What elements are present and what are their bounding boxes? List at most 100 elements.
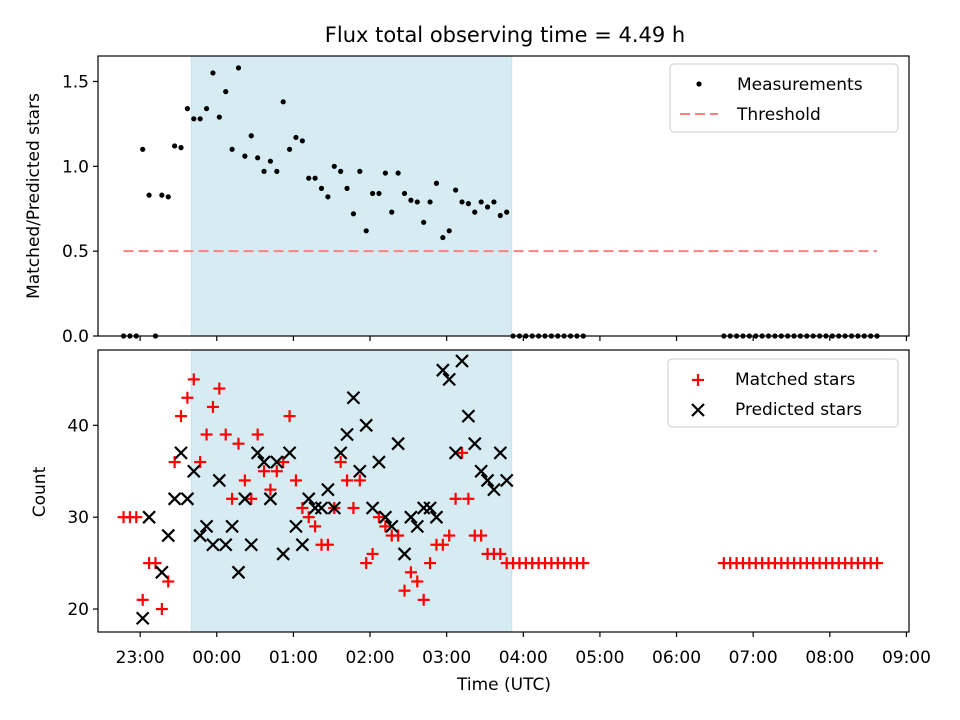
predicted-star-point: [404, 510, 418, 524]
measurement-point: [191, 116, 197, 122]
bottom-panel: 20 30 40 23:00 00:00 01:00 02:00 03:00 04:00 05:…: [30, 349, 931, 695]
measurement-point: [178, 145, 184, 151]
predicted-star-point: [397, 547, 412, 561]
top-y-axis-label: Matched/Predicted stars: [24, 93, 44, 299]
bottom-x-axis-label: Time (UTC): [456, 675, 551, 695]
predicted-star-point: [410, 519, 425, 534]
predicted-star-point: [161, 528, 176, 543]
measurement-point: [280, 99, 286, 105]
top-y-ticks: 0.0 0.5 1.0 1.5: [62, 72, 98, 347]
measurement-point: [140, 146, 146, 152]
matched-star-point: [309, 520, 322, 533]
top-panel: Flux total observing time = 4.49 h 0.00.…: [24, 23, 910, 347]
measurement-point: [401, 190, 408, 197]
matched-star-point: [181, 391, 194, 404]
predicted-star-point: [206, 537, 220, 552]
measurement-point: [382, 170, 388, 176]
measurement-point: [427, 199, 433, 205]
measurement-point: [165, 194, 171, 200]
predicted-star-point: [270, 455, 284, 469]
predicted-star-point: [257, 455, 271, 469]
measurement-point: [312, 175, 318, 181]
predicted-star-point: [142, 510, 156, 524]
matched-star-point: [462, 492, 475, 505]
top-chart-title: Flux total observing time = 4.49 h: [325, 23, 685, 47]
bottom-x-ticks: 23:00 00:00 01:00 02:00 03:00 04:00 05:00 06:00…: [116, 632, 931, 668]
measurement-point: [197, 116, 203, 122]
y-tick-label: 40: [67, 416, 89, 436]
predicted-star-point: [340, 427, 354, 442]
predicted-star-point: [384, 519, 399, 534]
measurement-point: [146, 192, 152, 198]
observing-window-shade-top: [190, 55, 513, 337]
matched-star-point: [283, 410, 296, 423]
predicted-star-point: [167, 492, 182, 506]
x-tick-label: 00:00: [192, 648, 241, 668]
matched-star-point: [136, 593, 149, 606]
matched-star-point: [398, 584, 411, 597]
matched-star-point: [226, 492, 239, 505]
measurement-point: [210, 70, 216, 76]
legend-matched-marker: [692, 374, 704, 386]
legend-predicted-label: Predicted stars: [735, 400, 862, 420]
measurement-point: [491, 199, 497, 205]
predicted-star-point: [455, 354, 469, 368]
top-legend-box: [669, 63, 899, 133]
matched-star-point: [436, 538, 449, 551]
predicted-star-point: [359, 418, 373, 433]
matched-star-point: [206, 400, 219, 413]
predicted-star-point: [263, 492, 278, 506]
predicted-star-point: [193, 528, 207, 543]
predicted-star-point: [250, 446, 265, 460]
measurement-point: [440, 234, 446, 241]
measurement-point: [216, 114, 222, 120]
predicted-star-point: [212, 473, 227, 488]
legend-predicted-marker: [691, 403, 705, 417]
measurement-point: [484, 204, 491, 210]
measurement-point: [369, 190, 376, 197]
y-tick-label: 30: [67, 508, 89, 528]
matched-star-point: [417, 593, 430, 606]
top-axes-frame: [97, 55, 910, 337]
measurement-point: [286, 146, 293, 152]
matched-star-point: [475, 529, 488, 542]
predicted-star-point: [467, 436, 482, 451]
matched-star-point: [264, 483, 277, 496]
matched-star-point: [289, 474, 302, 487]
top-x-ticks: [139, 336, 908, 341]
predicted-star-point: [225, 519, 239, 534]
predicted-star-point: [346, 390, 361, 405]
predicted-star-point: [327, 501, 342, 515]
x-tick-label: 06:00: [652, 648, 701, 668]
predicted-stars-points: [135, 354, 514, 625]
predicted-star-point: [480, 473, 495, 488]
predicted-star-point: [378, 510, 393, 524]
predicted-star-point: [372, 455, 386, 469]
predicted-star-point: [474, 464, 488, 479]
measurement-point: [203, 106, 210, 112]
predicted-star-point: [321, 482, 335, 497]
measurement-point: [223, 89, 229, 95]
measurement-point: [414, 199, 420, 205]
predicted-star-point: [416, 501, 431, 515]
bottom-axes-frame: [97, 349, 910, 633]
measurement-point: [344, 185, 350, 191]
x-tick-label: 02:00: [346, 648, 395, 668]
matched-star-point: [200, 428, 213, 441]
predicted-star-point: [174, 446, 188, 460]
matched-star-point: [577, 557, 590, 570]
matched-star-point: [455, 446, 468, 459]
measurement-point: [408, 197, 414, 203]
measurement-point: [325, 194, 331, 200]
predicted-star-point: [391, 436, 405, 451]
measurement-point: [395, 170, 401, 176]
matched-star-point: [321, 538, 334, 551]
x-tick-label: 05:00: [575, 648, 624, 668]
measurement-point: [497, 212, 503, 219]
predicted-star-point: [155, 565, 169, 580]
matched-star-point: [187, 373, 200, 386]
bottom-legend-box: [667, 358, 899, 428]
measurement-point: [274, 168, 280, 174]
bottom-y-axis-label: Count: [30, 466, 50, 517]
matched-star-point: [245, 492, 258, 505]
